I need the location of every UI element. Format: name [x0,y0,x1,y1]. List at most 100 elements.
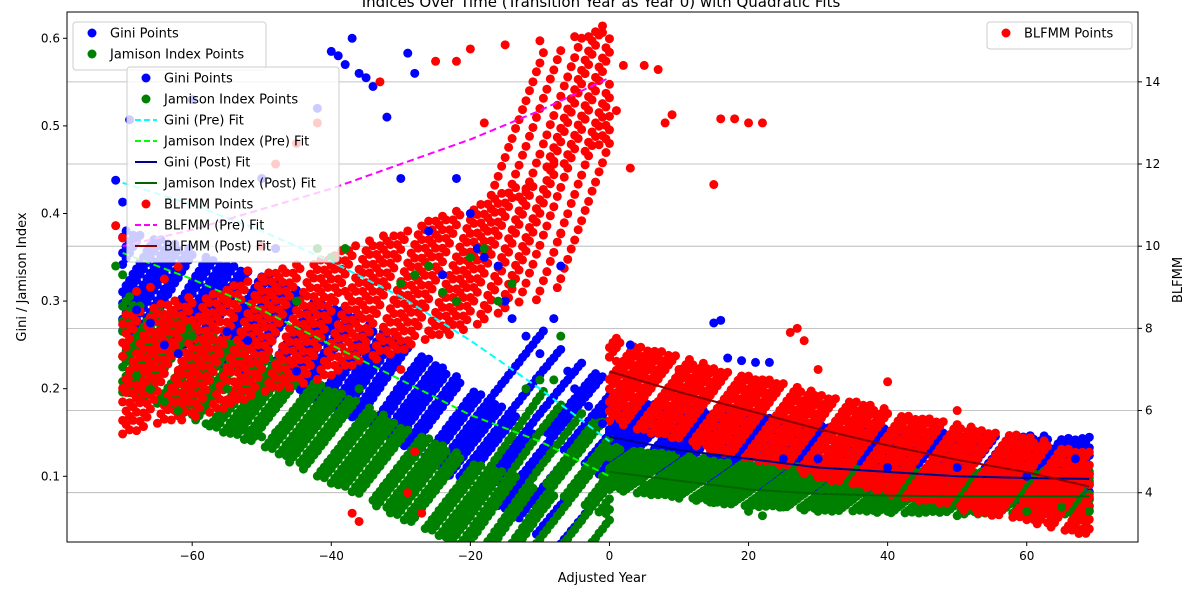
blfmm-cloud-point [145,372,155,382]
blfmm-cloud-point [604,111,614,121]
blfmm-cloud-point [389,263,399,273]
blfmm-cloud-point [378,336,388,346]
blfmm-cloud-point [173,379,183,389]
blfmm-cloud-point [518,255,528,265]
blfmm-cloud-point [128,415,138,425]
jamison-cloud-point [556,543,565,552]
blfmm-cloud-point [584,105,594,115]
blfmm-cloud-point [177,415,187,425]
blfmm-cloud-point [493,308,503,318]
blfmm-cloud-point [260,354,270,364]
blfmm-cloud-point [469,264,479,274]
blfmm-cloud-point [580,160,590,170]
blfmm-cloud-point [163,405,173,415]
jamison-cloud-point [584,543,593,552]
blfmm-cloud-point [205,407,215,417]
blfmm-cloud-point [302,337,312,347]
blfmm-cloud-point [125,334,135,344]
blfmm-cloud-point [594,121,604,131]
blfmm-cloud-point [518,105,528,115]
blfmm-cloud-point [531,158,541,168]
blfmm-cloud-point [208,289,218,299]
blfmm-cloud-point [163,327,173,337]
blfmm-cloud-point [451,265,461,275]
jamison-cloud-point [515,564,524,573]
jamison-cloud-point [532,575,541,584]
blfmm-cloud-point [521,201,531,211]
blfmm-cloud-point [365,249,375,259]
blfmm-cloud-point [323,360,333,370]
blfmm-cloud-point [392,299,402,309]
blfmm-cloud-point [580,114,590,124]
blfmm-cloud-point [285,337,295,347]
jamison-cloud-point [511,472,521,482]
blfmm-cloud-point [166,415,176,425]
blfmm-cloud-point [545,179,555,189]
blfmm-cloud-point [584,196,594,206]
blfmm-cloud-point [549,202,559,212]
blfmm-cloud-point [361,305,371,315]
gini-cloud-point [511,412,521,422]
blfmm-cloud-point [392,253,402,263]
blfmm-cloud-point [458,247,468,257]
blfmm-cloud-point [344,259,354,269]
blfmm-cloud-point [531,249,541,259]
blfmm-cloud-point [524,190,534,200]
jamison-cloud-point [570,561,579,570]
blfmm-cloud-point [469,218,479,228]
blfmm-cloud-point [570,53,580,63]
blfmm-cloud-point [159,369,169,379]
blfmm-cloud-point [232,303,242,313]
blfmm-cloud-point [570,189,580,199]
blfmm-cloud-point [559,81,569,91]
blfmm-cloud-point [493,171,503,181]
blfmm-cloud-point [295,355,305,365]
blfmm-cloud-point [486,249,496,259]
blfmm-cloud-point [406,307,416,317]
blfmm-cloud-point [271,327,281,337]
blfmm-cloud-point [455,210,465,220]
blfmm-cloud-point [118,429,128,439]
blfmm-cloud-point [535,149,545,159]
blfmm-cloud-point [531,295,541,305]
blfmm-cloud-point [577,79,587,89]
blfmm-cloud-point [187,389,197,399]
blfmm-cloud-point [375,300,385,310]
blfmm-cloud-point [531,112,541,122]
blfmm-cloud-point [194,325,204,335]
blfmm-cloud-point [309,319,319,329]
blfmm-cloud-point [490,239,500,249]
jamison-cloud-point [504,543,513,552]
blfmm-cloud-point [389,231,399,241]
blfmm-cloud-point [121,342,131,352]
blfmm-cloud-point [535,104,545,114]
blfmm-cloud-point [274,363,284,373]
blfmm-cloud-point [177,369,187,379]
blfmm-cloud-point [479,314,489,324]
blfmm-cloud-point [462,237,472,247]
blfmm-cloud-point [559,172,569,182]
gini-cloud-point [490,399,500,409]
blfmm-cloud-point [149,362,159,372]
blfmm-cloud-point [260,386,270,396]
blfmm-cloud-point [253,294,263,304]
jamison-cloud-point [528,544,537,553]
blfmm-cloud-point [528,168,538,178]
blfmm-cloud-point [518,209,528,219]
blfmm-cloud-point [559,218,569,228]
blfmm-cloud-point [591,177,601,187]
blfmm-cloud-point [479,268,489,278]
blfmm-cloud-point [413,289,423,299]
blfmm-cloud-point [545,74,555,84]
blfmm-cloud-point [330,264,340,274]
blfmm-cloud-point [118,351,128,361]
blfmm-cloud-point [587,49,597,59]
gini-cloud-point [424,354,434,364]
blfmm-cloud-point [451,220,461,230]
blfmm-cloud-point [577,125,587,135]
blfmm-cloud-point [445,238,454,248]
jamison-cloud-point [511,544,520,553]
blfmm-cloud-point [243,322,253,332]
blfmm-cloud-point [417,280,427,290]
blfmm-cloud-point [438,302,448,312]
